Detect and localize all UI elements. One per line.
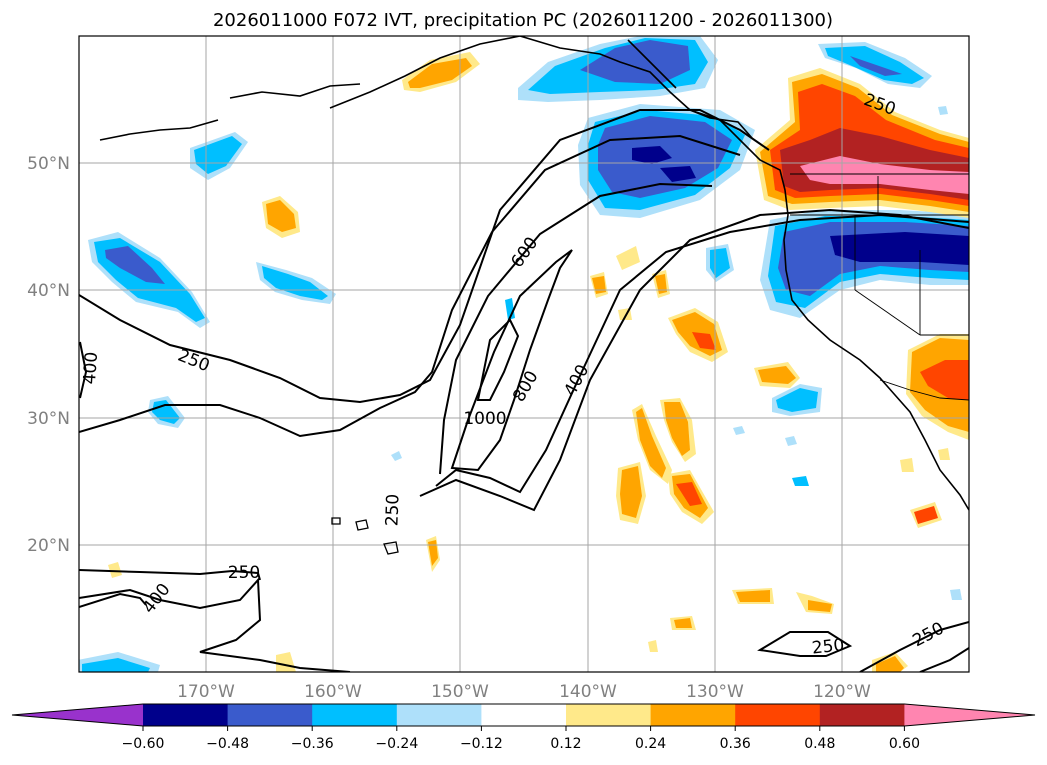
coastlines [99,36,969,511]
colorbar-bin [227,704,313,726]
colorbar-tick-label: 0.12 [550,736,581,752]
lat-label: 50°N [27,154,70,174]
lon-label: 170°W [177,682,235,702]
hawaii-islands [331,517,399,555]
graticule [79,36,969,672]
colorbar-bin [312,704,398,726]
lon-label: 160°W [304,682,362,702]
colorbar-bin [481,704,567,726]
map-title: 2026011000 F072 IVT, precipitation PC (2… [213,10,833,31]
colorbar: −0.60 −0.48 −0.36 −0.24 −0.12 0.12 0.24 0.36 0.4… [11,703,1036,752]
colorbar-tick-label: 0.48 [804,736,835,752]
colorbar-tick-label: −0.12 [460,736,503,752]
colorbar-tick-label: −0.60 [122,736,165,752]
longitude-labels: 170°W 160°W 150°W 140°W 130°W 120°W [177,682,871,702]
colorbar-extend-min [12,704,143,726]
colorbar-extend-max [904,704,1035,726]
colorbar-bin [650,704,736,726]
colorbar-tick-label: 0.60 [889,736,920,752]
lat-label: 40°N [27,281,70,301]
colorbar-tick-label: −0.36 [291,736,334,752]
map-area: 1000 800 600 400 250 250 400 250 250 250… [79,36,969,672]
colorbar-bin [566,704,652,726]
colorbar-tick-label: −0.48 [206,736,249,752]
colorbar-bin [819,704,905,726]
map-frame [78,35,970,673]
contour-label: 250 [811,635,845,658]
contour-250-north [79,109,770,404]
lon-label: 150°W [431,682,489,702]
lat-label: 20°N [27,536,70,556]
lat-label: 30°N [27,409,70,429]
colorbar-tick-label: −0.24 [375,736,418,752]
contour-label: 400 [80,351,102,385]
colorbar-bin [396,704,482,726]
contour-label: 250 [382,493,403,526]
colorbar-tick-label: 0.24 [635,736,666,752]
latitude-labels: 50°N 40°N 30°N 20°N [27,154,70,556]
colorbar-bin [143,704,229,726]
contour-label: 1000 [463,409,506,429]
contour-label: 250 [228,563,260,583]
lon-label: 130°W [686,682,744,702]
colorbar-bin [735,704,821,726]
lon-label: 120°W [813,682,871,702]
lon-label: 140°W [559,682,617,702]
ivt-contours [79,109,969,672]
colorbar-tick-label: 0.36 [720,736,751,752]
state-borders [790,173,969,401]
